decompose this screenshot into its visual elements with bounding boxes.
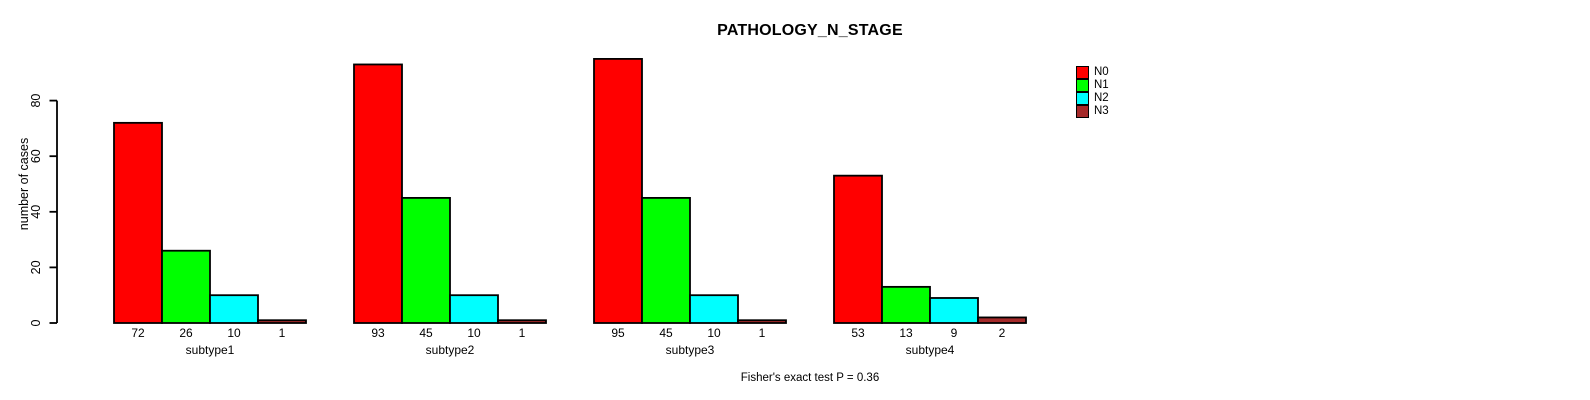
legend-entry-N1: N1 — [1076, 79, 1109, 92]
bar-subtype3-N3 — [737, 319, 787, 324]
y-axis-tick-label: 80 — [29, 94, 43, 108]
bar-subtype4-N3 — [977, 316, 1027, 324]
y-axis-tick-label: 0 — [29, 319, 43, 326]
bar-subtype4-N0 — [833, 174, 883, 324]
y-axis-tick-label: 40 — [29, 205, 43, 219]
bar-subtype3-N1 — [641, 196, 691, 324]
bar-value-label: 45 — [659, 326, 673, 340]
bar-subtype1-N3 — [257, 319, 307, 324]
bar-value-label: 9 — [951, 326, 958, 340]
bar-value-label: 93 — [371, 326, 385, 340]
legend-swatch-N2 — [1076, 92, 1089, 105]
bar-subtype1-N1 — [161, 249, 211, 324]
bar-value-label: 10 — [707, 326, 721, 340]
bar-subtype4-N2 — [929, 297, 979, 324]
legend-label: N2 — [1094, 92, 1109, 104]
x-category-label-subtype3: subtype3 — [666, 343, 715, 357]
bar-value-label: 72 — [131, 326, 145, 340]
legend-label: N1 — [1094, 79, 1109, 91]
legend-label: N3 — [1094, 105, 1109, 117]
bar-value-label: 53 — [851, 326, 865, 340]
y-axis-tick-label: 60 — [29, 149, 43, 163]
bar-subtype1-N0 — [113, 121, 163, 324]
stats-annotation: Fisher's exact test P = 0.36 — [740, 372, 880, 384]
bar-value-label: 95 — [611, 326, 625, 340]
bar-value-label: 1 — [279, 326, 286, 340]
x-category-label-subtype2: subtype2 — [426, 343, 475, 357]
legend-entry-N2: N2 — [1076, 92, 1109, 105]
legend-swatch-N0 — [1076, 66, 1089, 79]
chart-title: PATHOLOGY_N_STAGE — [717, 22, 903, 39]
x-category-label-subtype1: subtype1 — [186, 343, 235, 357]
bar-subtype3-N0 — [593, 58, 643, 324]
bar-subtype2-N1 — [401, 196, 451, 324]
bar-subtype2-N0 — [353, 63, 403, 324]
bar-subtype1-N2 — [209, 294, 259, 324]
bar-value-label: 13 — [899, 326, 913, 340]
legend-swatch-N3 — [1076, 105, 1089, 118]
legend-entry-N0: N0 — [1076, 66, 1109, 79]
legend-entry-N3: N3 — [1076, 105, 1109, 118]
bar-subtype4-N1 — [881, 285, 931, 324]
legend-swatch-N1 — [1076, 79, 1089, 92]
bar-value-label: 2 — [999, 326, 1006, 340]
x-category-label-subtype4: subtype4 — [906, 343, 955, 357]
bar-value-label: 1 — [759, 326, 766, 340]
legend: N0 N1 N2 N3 — [1076, 66, 1109, 118]
bar-subtype2-N2 — [449, 294, 499, 324]
y-axis-tick-label: 20 — [29, 260, 43, 274]
bar-subtype2-N3 — [497, 319, 547, 324]
bar-value-label: 10 — [227, 326, 241, 340]
bar-value-label: 1 — [519, 326, 526, 340]
bar-value-label: 26 — [179, 326, 193, 340]
bar-value-label: 10 — [467, 326, 481, 340]
legend-label: N0 — [1094, 66, 1109, 78]
bar-value-label: 45 — [419, 326, 433, 340]
bar-subtype3-N2 — [689, 294, 739, 324]
